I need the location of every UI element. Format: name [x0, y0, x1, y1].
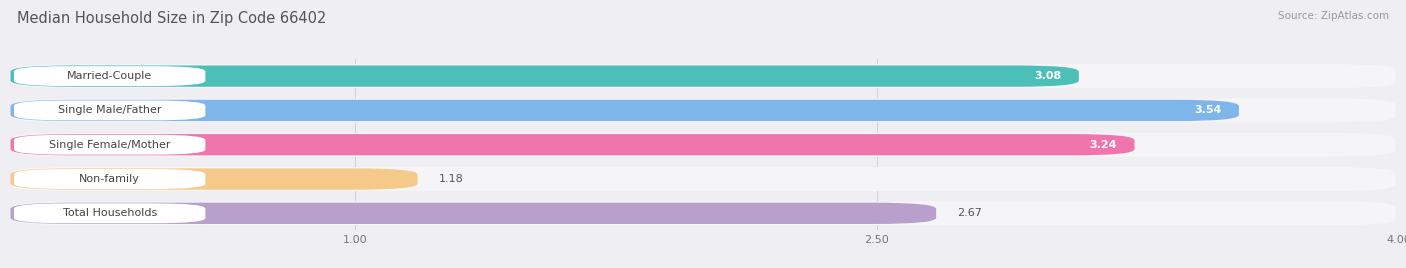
FancyBboxPatch shape — [10, 167, 1396, 191]
Text: 1.18: 1.18 — [439, 174, 464, 184]
FancyBboxPatch shape — [10, 65, 1078, 87]
FancyBboxPatch shape — [14, 100, 205, 120]
FancyBboxPatch shape — [14, 135, 205, 155]
FancyBboxPatch shape — [14, 203, 205, 223]
FancyBboxPatch shape — [10, 203, 936, 224]
FancyBboxPatch shape — [10, 134, 1135, 155]
FancyBboxPatch shape — [10, 98, 1396, 122]
Text: 3.08: 3.08 — [1035, 71, 1062, 81]
Text: Single Female/Mother: Single Female/Mother — [49, 140, 170, 150]
Text: 3.24: 3.24 — [1090, 140, 1118, 150]
FancyBboxPatch shape — [10, 133, 1396, 157]
FancyBboxPatch shape — [14, 66, 205, 86]
Text: Total Households: Total Households — [62, 208, 157, 218]
Text: 3.54: 3.54 — [1194, 105, 1222, 116]
FancyBboxPatch shape — [10, 100, 1239, 121]
FancyBboxPatch shape — [14, 169, 205, 189]
Text: 2.67: 2.67 — [957, 208, 981, 218]
Text: Source: ZipAtlas.com: Source: ZipAtlas.com — [1278, 11, 1389, 21]
FancyBboxPatch shape — [10, 201, 1396, 225]
FancyBboxPatch shape — [10, 64, 1396, 88]
Text: Non-family: Non-family — [79, 174, 141, 184]
Text: Single Male/Father: Single Male/Father — [58, 105, 162, 116]
Text: Married-Couple: Married-Couple — [67, 71, 152, 81]
FancyBboxPatch shape — [10, 168, 418, 190]
Text: Median Household Size in Zip Code 66402: Median Household Size in Zip Code 66402 — [17, 11, 326, 26]
